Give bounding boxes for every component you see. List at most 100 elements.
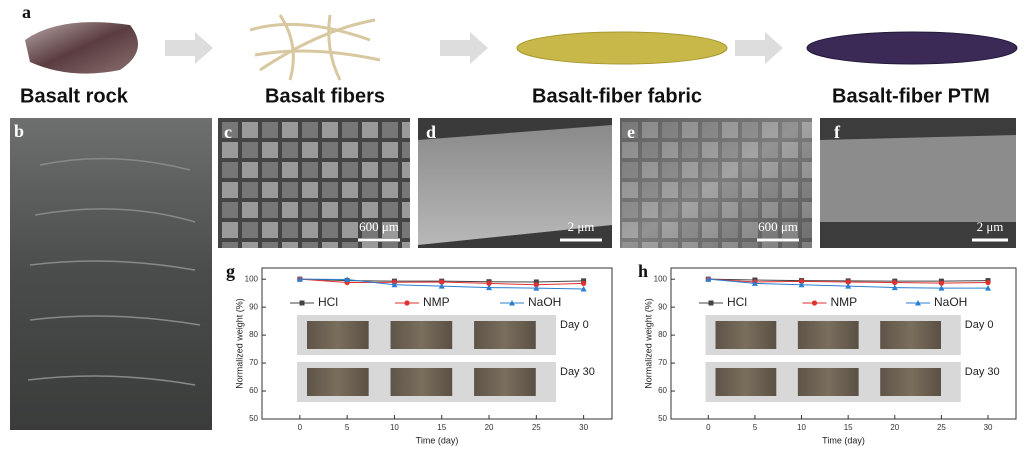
ptm-image: [806, 31, 1018, 65]
y-tick-label: 100: [245, 274, 259, 283]
marker: [985, 279, 991, 286]
legend-marker: [708, 300, 714, 306]
marker: [751, 280, 758, 286]
sample-swatch: [474, 321, 536, 349]
arrow: [735, 32, 783, 64]
x-tick-label: 30: [579, 423, 588, 432]
legend-label: NaOH: [934, 295, 967, 309]
panel-label: a: [22, 2, 31, 22]
y-tick-label: 90: [249, 302, 258, 311]
y-tick-label: 50: [658, 414, 667, 423]
legend-marker: [811, 300, 818, 306]
legend-marker: [404, 300, 410, 306]
legend-label: HCl: [727, 295, 747, 309]
legend-label: NaOH: [528, 295, 561, 309]
plot-frame: [261, 267, 613, 420]
panel-label: d: [426, 122, 436, 142]
y-tick-label: 50: [249, 414, 258, 423]
sample-swatch: [474, 368, 536, 396]
marker: [798, 278, 805, 285]
panel-label: c: [224, 122, 232, 142]
panel-label: e: [627, 122, 635, 142]
fibers-image: [249, 14, 381, 81]
y-tick-label: 60: [658, 386, 667, 395]
legend-marker: [509, 300, 515, 306]
x-tick-label: 5: [753, 423, 758, 432]
y-tick-label: 80: [658, 330, 667, 339]
rock-image: [25, 22, 138, 74]
marker: [938, 285, 945, 291]
x-tick-label: 0: [298, 423, 303, 432]
legend-marker: [299, 300, 305, 306]
marker: [580, 285, 587, 292]
x-tick-label: 10: [390, 423, 399, 432]
x-tick-label: 10: [797, 423, 806, 432]
sem-image: [218, 118, 410, 248]
scale-label: 2 μm: [977, 219, 1004, 234]
marker: [344, 276, 351, 282]
x-tick-label: 25: [937, 423, 946, 432]
sample-swatch: [715, 321, 777, 349]
annotation: Day 30: [560, 366, 595, 378]
panel-label: h: [638, 261, 648, 281]
marker: [438, 283, 445, 289]
marker: [938, 280, 945, 286]
annotation: Day 30: [965, 366, 1000, 378]
fiber-surface: [820, 135, 1016, 222]
annotation: Day 0: [560, 319, 589, 331]
sample-swatch: [797, 368, 859, 396]
sample-swatch: [307, 321, 369, 349]
panel-label: f: [834, 122, 841, 142]
marker: [533, 285, 540, 291]
y-tick-label: 90: [658, 302, 667, 311]
schematic: [25, 14, 1018, 81]
x-tick-label: 20: [485, 423, 494, 432]
marker: [891, 284, 898, 291]
sample-swatch: [797, 321, 859, 349]
marker: [486, 284, 493, 291]
x-tick-label: 5: [345, 423, 350, 432]
x-tick-label: 15: [844, 423, 853, 432]
sample-swatch: [390, 368, 453, 396]
fiber-surface: [418, 125, 612, 245]
caption: Basalt rock: [20, 85, 129, 107]
fabric-image: [516, 31, 728, 65]
sample-swatch: [880, 368, 941, 396]
y-tick-label: 100: [654, 274, 668, 283]
caption: Basalt-fiber PTM: [832, 85, 990, 107]
sem-weave: [620, 118, 812, 248]
marker: [533, 279, 539, 285]
legend-label: NMP: [831, 295, 858, 309]
caption: Basalt fibers: [265, 85, 385, 107]
x-tick-label: 30: [984, 423, 993, 432]
marker: [391, 281, 398, 288]
marker: [845, 283, 852, 289]
marker: [892, 279, 898, 286]
x-tick-label: 20: [890, 423, 899, 432]
marker: [296, 276, 303, 282]
marker: [845, 279, 851, 285]
marker: [581, 280, 587, 286]
y-tick-label: 70: [249, 358, 258, 367]
x-axis-label: Time (day): [822, 435, 865, 445]
legend-marker: [915, 300, 921, 306]
marker: [985, 285, 992, 291]
caption: Basalt-fiber fabric: [532, 85, 702, 107]
scale-label: 2 μm: [568, 219, 595, 234]
legend-label: HCl: [318, 295, 338, 309]
scale-label: 600 μm: [359, 219, 399, 234]
y-tick-label: 60: [249, 386, 258, 395]
sample-swatch: [390, 321, 453, 349]
sample-swatch: [880, 321, 941, 349]
plot-frame: [670, 267, 1017, 420]
panel-label: b: [14, 121, 24, 141]
x-tick-label: 25: [532, 423, 541, 432]
arrow: [440, 32, 488, 64]
y-axis-label: Normalized weight (%): [643, 298, 653, 389]
legend-label: NMP: [423, 295, 450, 309]
x-tick-label: 0: [706, 423, 711, 432]
marker: [705, 276, 712, 282]
arrow: [165, 32, 213, 64]
y-tick-label: 80: [249, 330, 258, 339]
